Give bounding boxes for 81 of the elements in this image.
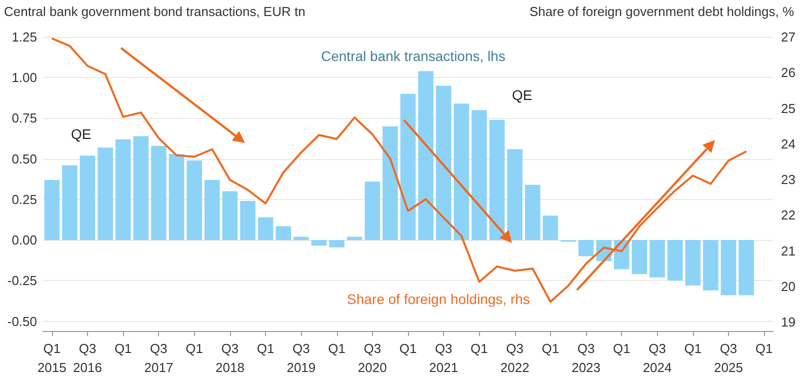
x-tick-label: Q3 2024: [642, 341, 672, 375]
x-tick-label: Q3 2017: [144, 341, 174, 375]
annotation: QE: [71, 126, 92, 142]
bar: [62, 165, 78, 240]
y2-tick-label: 20: [781, 278, 796, 294]
x-tick-label: Q1 2015: [37, 341, 66, 375]
bar: [133, 136, 149, 240]
y-tick-label: 0.25: [12, 192, 37, 207]
x-tick-label: Q3 2016: [73, 341, 102, 375]
series-label: Share of foreign holdings, rhs: [347, 291, 530, 307]
x-tick-label: Q3 2023: [572, 341, 601, 375]
x-tick-label: Q1: [542, 341, 560, 356]
bar: [44, 180, 60, 240]
bar: [542, 216, 558, 240]
x-tick-label: Q1: [256, 341, 274, 356]
y2-tick-label: 19: [781, 314, 796, 330]
x-tick-label: Q1: [755, 341, 773, 356]
bar: [204, 180, 220, 240]
x-tick-label: Q3 2020: [358, 341, 387, 375]
bar: [524, 184, 540, 240]
bar: [436, 86, 452, 240]
bar: [80, 156, 96, 240]
bar: [294, 236, 309, 240]
bar: [454, 104, 470, 240]
bar: [311, 240, 327, 246]
bar: [472, 110, 487, 240]
x-tick-label: Q1: [612, 341, 630, 356]
y-tick-label: 1.25: [12, 30, 37, 44]
bar: [115, 139, 131, 240]
bar: [650, 240, 665, 278]
x-tick-label: Q3 2025: [714, 341, 743, 375]
y-tick-label: -0.25: [7, 273, 37, 288]
bar: [168, 154, 184, 240]
bar: [364, 182, 380, 240]
bar: [222, 191, 238, 240]
bar: [346, 236, 362, 240]
y2-tick-label: 26: [781, 65, 796, 80]
bar: [382, 126, 398, 240]
y-tick-label: 0.75: [12, 110, 37, 126]
x-tick-label: Q1: [470, 341, 488, 356]
y-axis-title: Central bank government bond transactions, EUR tn: [4, 4, 306, 19]
bar: [667, 240, 683, 281]
x-tick-label: Q3 2019: [286, 341, 316, 375]
y2-tick-label: 24: [781, 136, 796, 152]
bar: [489, 120, 505, 240]
y-tick-label: 0.00: [12, 232, 37, 248]
bar: [276, 226, 292, 240]
x-tick-label: Q3 2021: [429, 341, 458, 375]
y2-tick-label: 22: [781, 208, 796, 223]
bar: [240, 201, 256, 240]
y2-tick-label: 27: [781, 30, 796, 44]
y-tick-label: -0.50: [7, 314, 37, 329]
bar: [703, 240, 718, 290]
x-tick-label: Q1: [328, 341, 346, 356]
bar: [98, 147, 113, 240]
bar: [258, 217, 274, 240]
bar: [632, 240, 648, 274]
bar: [186, 160, 202, 240]
x-tick-label: Q1: [399, 341, 417, 356]
bar: [738, 240, 754, 296]
bar: [400, 94, 416, 240]
bar: [151, 146, 166, 240]
x-tick-label: Q3 2022: [500, 341, 530, 375]
x-tick-label: Q1: [186, 341, 204, 356]
series-label: Central bank transactions, lhs: [321, 48, 506, 64]
bar: [720, 240, 736, 296]
y2-tick-label: 21: [781, 243, 796, 258]
bar: [578, 240, 594, 256]
bar: [329, 240, 344, 248]
y2-tick-label: 25: [781, 100, 796, 116]
bar: [685, 240, 701, 286]
y2-tick-label: 23: [781, 172, 796, 188]
bar: [418, 71, 434, 240]
annotation: QE: [512, 87, 532, 103]
x-tick-label: Q3 2018: [215, 341, 244, 375]
bar: [507, 149, 522, 240]
x-tick-label: Q1: [114, 341, 132, 356]
y-tick-label: 1.00: [12, 70, 37, 86]
y-tick-label: 0.50: [12, 151, 37, 166]
y2-axis-title: Share of foreign government debt holdings, %: [530, 4, 794, 19]
x-tick-label: Q1: [684, 341, 702, 356]
